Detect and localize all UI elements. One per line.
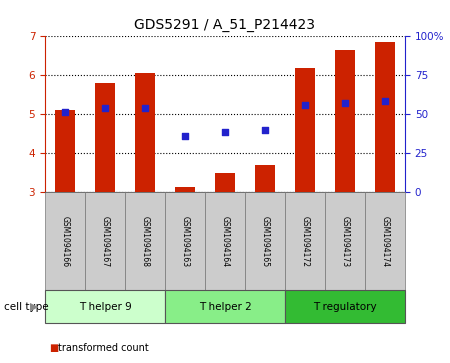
- Text: cell type: cell type: [4, 302, 49, 312]
- Text: GSM1094167: GSM1094167: [100, 216, 109, 267]
- Point: [101, 106, 108, 111]
- Point: [221, 129, 229, 135]
- Bar: [55, 110, 75, 192]
- Point: [181, 133, 189, 139]
- Text: transformed count: transformed count: [58, 343, 149, 354]
- Text: ■: ■: [50, 343, 59, 354]
- Bar: [375, 42, 395, 192]
- Point: [382, 98, 389, 103]
- Text: T helper 2: T helper 2: [198, 302, 252, 312]
- Title: GDS5291 / A_51_P214423: GDS5291 / A_51_P214423: [135, 19, 315, 33]
- Text: GSM1094174: GSM1094174: [381, 216, 390, 267]
- Point: [61, 110, 68, 115]
- Text: T regulatory: T regulatory: [313, 302, 377, 312]
- Bar: [95, 83, 115, 192]
- Bar: [175, 187, 195, 192]
- Text: GSM1094165: GSM1094165: [261, 216, 270, 267]
- Bar: [135, 73, 155, 192]
- Point: [141, 106, 149, 111]
- Point: [342, 100, 349, 106]
- Point: [261, 127, 269, 133]
- Bar: [255, 165, 275, 192]
- Text: GSM1094168: GSM1094168: [140, 216, 149, 267]
- Bar: [335, 50, 355, 192]
- Text: GSM1094172: GSM1094172: [301, 216, 310, 267]
- Text: GSM1094164: GSM1094164: [220, 216, 230, 267]
- Text: T helper 9: T helper 9: [79, 302, 131, 312]
- Bar: [215, 173, 235, 192]
- Text: GSM1094163: GSM1094163: [180, 216, 189, 267]
- Text: ▶: ▶: [30, 302, 38, 312]
- Point: [302, 102, 309, 107]
- Text: GSM1094166: GSM1094166: [60, 216, 69, 267]
- Text: GSM1094173: GSM1094173: [341, 216, 350, 267]
- Bar: [295, 68, 315, 192]
